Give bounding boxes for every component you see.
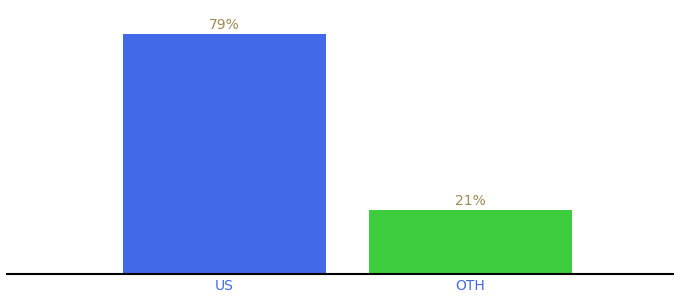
Bar <box>123 34 326 274</box>
Text: 79%: 79% <box>209 18 239 32</box>
Bar <box>369 210 572 274</box>
Text: 21%: 21% <box>455 194 486 208</box>
